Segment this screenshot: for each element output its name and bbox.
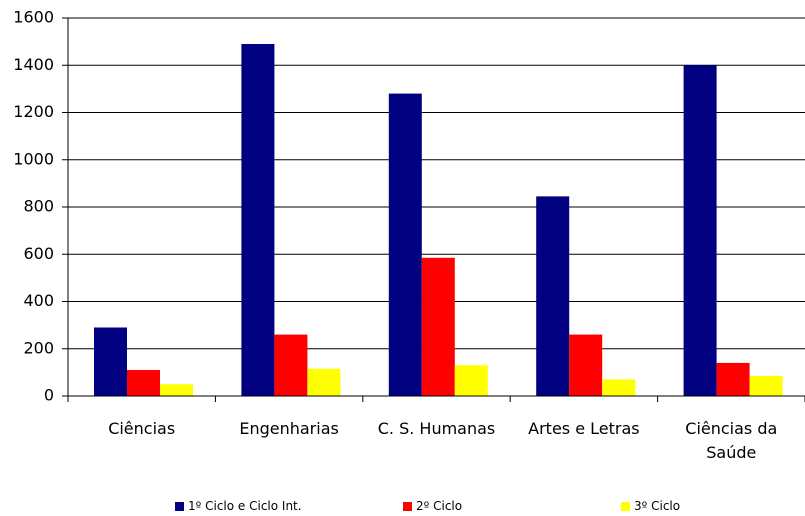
bar [274,334,308,396]
y-tick-label: 1600 [13,8,54,27]
legend: 1º Ciclo e Ciclo Int. 2º Ciclo 3º Ciclo [0,496,805,516]
legend-swatch [621,501,630,511]
bar [602,379,636,396]
bar [749,375,783,396]
legend-label: 2º Ciclo [416,499,463,513]
legend-swatch [403,501,412,511]
y-tick-label: 800 [23,197,54,216]
x-tick-label: Engenharias [239,419,339,438]
bar [127,370,160,396]
legend-item: 1º Ciclo e Ciclo Int. [175,498,302,514]
y-tick-label: 0 [44,386,54,405]
bar [683,65,717,396]
bar [454,365,488,396]
y-tick-label: 200 [23,338,54,357]
legend-item: 2º Ciclo [403,498,462,514]
x-tick-label: Ciências [108,419,176,438]
x-tick-label: Ciências da Saúde [685,419,778,462]
bar [716,362,750,396]
y-tick-label: 400 [23,291,54,310]
bar [241,43,275,397]
y-tick-label: 600 [23,244,54,263]
bar [160,384,193,396]
x-tick-label: C. S. Humanas [377,419,496,438]
bar [536,196,570,396]
y-tick-label: 1400 [13,55,54,74]
legend-item: 3º Ciclo [621,498,680,514]
bar [569,334,603,396]
y-tick-label: 1000 [13,149,54,168]
bar [307,368,341,396]
x-tick-label: Artes e Letras [528,419,640,438]
bar [421,257,455,396]
legend-label: 3º Ciclo [634,499,681,513]
y-tick-label: 1200 [13,102,54,121]
bar [94,327,127,396]
legend-swatch [175,501,184,511]
bar [388,93,422,396]
legend-label: 1º Ciclo e Ciclo Int. [188,499,302,513]
